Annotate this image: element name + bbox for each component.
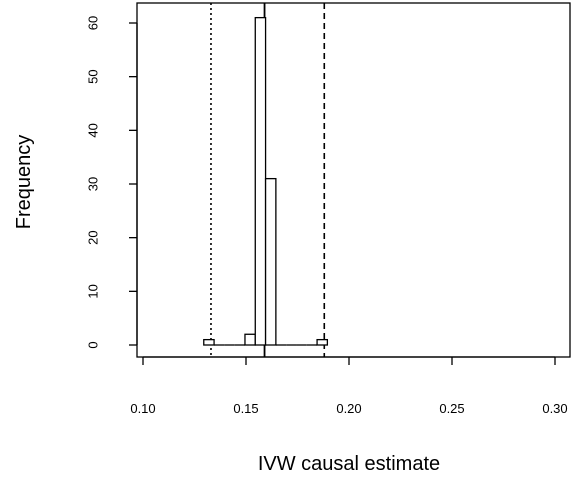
x-tick-label-1: 0.15 [233,401,258,416]
y-tick-label-4: 40 [86,123,101,137]
histogram-bar-4 [244,333,256,346]
y-axis-title: Frequency [13,135,35,230]
x-axis: 0.10 0.15 0.20 0.25 0.30 [130,356,568,416]
histogram-bar-0 [203,338,215,346]
histogram-bars [203,16,329,346]
x-tick-label-0: 0.10 [130,401,155,416]
y-tick-label-1: 10 [86,284,101,298]
y-tick-label-2: 20 [86,230,101,244]
y-tick-label-0: 0 [86,341,101,348]
y-axis: 0 10 20 30 40 50 60 [86,16,138,349]
y-tick-label-6: 60 [86,16,101,30]
x-axis-title: IVW causal estimate [258,453,440,475]
x-tick-label-4: 0.30 [542,401,567,416]
y-tick-label-5: 50 [86,69,101,83]
plot-box [136,2,571,358]
x-tick-label-3: 0.25 [439,401,464,416]
y-tick-label-3: 30 [86,177,101,191]
x-tick-label-2: 0.20 [336,401,361,416]
histogram-bar-5 [254,16,267,346]
histogram-bar-11 [316,338,329,346]
histogram-bar-6 [264,177,277,346]
